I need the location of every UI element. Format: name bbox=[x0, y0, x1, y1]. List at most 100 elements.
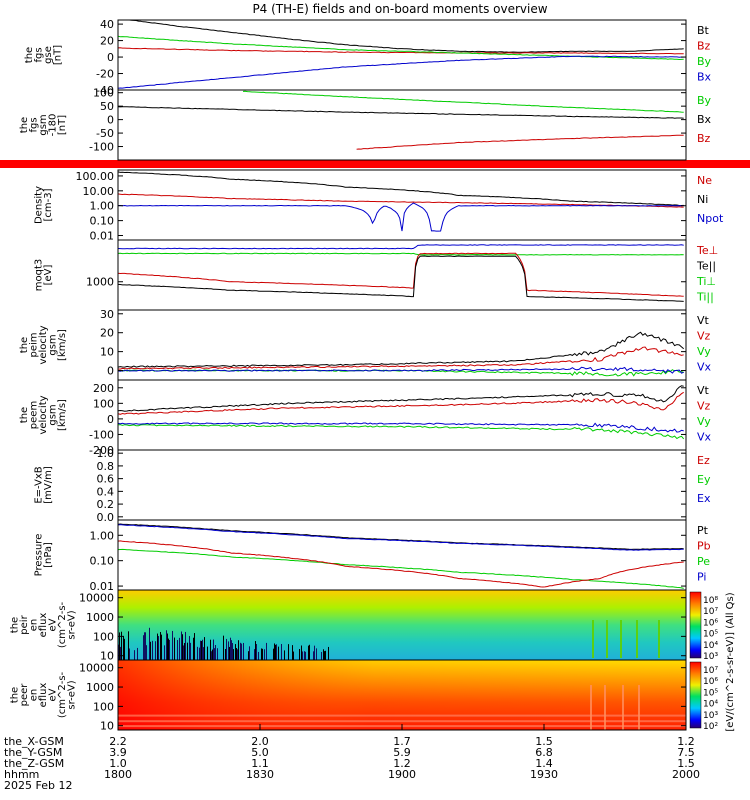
spectrogram-stripe-0 bbox=[592, 620, 594, 658]
spectrogram-noise bbox=[211, 651, 212, 660]
spectrogram-noise bbox=[149, 627, 150, 660]
legend-te: Te⊥ bbox=[696, 244, 718, 257]
spectrogram-noise bbox=[145, 632, 146, 660]
y-axis-label-line: the bbox=[24, 47, 35, 63]
y-axis-label-line: [cm-3] bbox=[43, 188, 54, 221]
legend-bx: Bx bbox=[697, 71, 712, 84]
colorbar-tick-label: 10⁵ bbox=[703, 630, 718, 640]
y-axis-label-line: [eV] bbox=[43, 265, 54, 286]
series-pb-line bbox=[118, 540, 684, 588]
x-tick-value: 1.5 bbox=[677, 757, 695, 770]
spectrogram-stripe-4 bbox=[658, 620, 660, 658]
spectrogram-noise bbox=[274, 643, 275, 660]
legend-ni: Ni bbox=[697, 193, 708, 206]
panel-7: 1.00.80.60.40.20.0 E=-VxB[mV/m] Ez Ey Ex bbox=[33, 447, 711, 524]
x-tick-value: 1900 bbox=[388, 768, 416, 781]
y-axis-label-line: peim bbox=[29, 332, 40, 357]
series-bx-line bbox=[118, 106, 684, 119]
spectrogram-noise bbox=[181, 631, 182, 660]
legend-vt: Vt bbox=[697, 314, 710, 327]
spectrogram-noise bbox=[167, 633, 168, 660]
y-axis-label-line: sr-eV) bbox=[67, 610, 78, 639]
spectrogram-noise bbox=[183, 645, 184, 660]
series-ti-line bbox=[118, 252, 684, 256]
y-axis-label-line: en bbox=[29, 689, 40, 702]
series-bz-line bbox=[118, 47, 684, 55]
spectrogram-noise bbox=[232, 643, 233, 660]
series-ti-line bbox=[118, 255, 684, 302]
colorbar-tick-label: 10⁶ bbox=[703, 618, 718, 628]
y-axis-label-line: peir bbox=[19, 614, 30, 634]
spectrogram-noise bbox=[213, 639, 214, 660]
colorbar-tick-label: 10² bbox=[703, 722, 718, 732]
y-axis-label-line: the bbox=[19, 337, 30, 353]
panel-plot-area bbox=[118, 385, 685, 440]
spectrogram-noise bbox=[235, 644, 236, 660]
spectrogram-noise bbox=[256, 644, 257, 660]
y-tick-label: 100.00 bbox=[76, 170, 115, 183]
y-tick-label: 0.01 bbox=[90, 580, 115, 593]
y-axis-label: moqt3[eV] bbox=[33, 259, 54, 292]
spectrogram-overlay bbox=[118, 660, 686, 730]
y-tick-label: 50 bbox=[100, 100, 114, 113]
panel-frame bbox=[117, 379, 687, 451]
x-tick-value: 6.8 bbox=[535, 746, 553, 759]
spectrogram-noise bbox=[215, 644, 216, 660]
colorbar-tick-label: 10⁴ bbox=[703, 641, 718, 651]
y-axis-label-line: gsm bbox=[38, 114, 49, 135]
panel-3: 100.00 10.00 1.00 0.10 0.01 Density[cm-3] Ne Ni… bbox=[33, 169, 724, 243]
y-axis-label-line: peer bbox=[19, 683, 30, 707]
spectrogram-noise bbox=[160, 631, 161, 660]
spectrogram-noise bbox=[199, 647, 200, 660]
spectrogram-noise bbox=[233, 649, 234, 660]
spectrogram-noise bbox=[204, 637, 205, 660]
panel-plot-area bbox=[118, 331, 685, 377]
legend-pb: Pb bbox=[697, 540, 711, 553]
panel-4: 1000 moqt3[eV] Te⊥ Te|| Ti⊥ Ti|| bbox=[33, 239, 718, 311]
y-axis-label-line: (cm^2-s- bbox=[57, 671, 68, 718]
y-axis-label: E=-VxB[mV/m] bbox=[33, 466, 54, 504]
y-tick-label: 0.6 bbox=[97, 473, 115, 486]
legend-ti: Ti|| bbox=[696, 291, 714, 304]
colorbar-tick-label: 10³ bbox=[703, 652, 718, 662]
spectrogram-noise bbox=[169, 639, 170, 660]
y-axis-label-line: the bbox=[19, 407, 30, 423]
series-vt-line bbox=[118, 385, 684, 412]
spectrogram-noise bbox=[240, 642, 241, 660]
x-tick-value: 1930 bbox=[530, 768, 558, 781]
spectrogram-noise bbox=[172, 630, 173, 660]
spectrogram-noise bbox=[201, 640, 202, 660]
x-axis-row-label: the_X-GSM bbox=[4, 735, 64, 748]
legend-vy: Vy bbox=[697, 345, 711, 358]
y-axis-label-line: [km/s] bbox=[57, 399, 68, 431]
y-axis-label-line: (cm^2-s- bbox=[57, 601, 68, 648]
spectrogram-noise bbox=[231, 640, 232, 660]
y-tick-label: 0 bbox=[107, 365, 114, 378]
legend-bz: Bz bbox=[697, 40, 711, 53]
spectrogram-noise bbox=[236, 647, 237, 660]
spectrogram-noise bbox=[225, 648, 226, 660]
spectrogram-noise bbox=[119, 632, 120, 660]
colorbar-tick-label: 10⁴ bbox=[703, 700, 718, 710]
y-axis-label-line: [km/s] bbox=[57, 329, 68, 361]
y-axis-label-line: E=-VxB bbox=[33, 466, 44, 503]
spectrogram-noise bbox=[262, 648, 263, 660]
legend-bz: Bz bbox=[697, 132, 711, 145]
spectrogram-noise bbox=[143, 635, 144, 660]
y-tick-label: -50 bbox=[96, 127, 114, 140]
spectrogram-noise bbox=[128, 631, 129, 660]
series-pi-line bbox=[118, 524, 684, 551]
spectrogram-noise bbox=[155, 641, 156, 660]
spectrogram-noise bbox=[189, 636, 190, 660]
x-tick-value: 1.7 bbox=[393, 735, 411, 748]
panel-9: 10000 1000 100 10 thepeirenefluxeV(cm^2-s-sr… bbox=[10, 589, 718, 663]
y-tick-label: 10.00 bbox=[83, 185, 115, 198]
colorbar-tick-label: 10⁷ bbox=[703, 666, 718, 676]
y-axis-label-line: peem bbox=[29, 401, 40, 429]
spectrogram-noise bbox=[248, 651, 249, 660]
spectrogram-noise bbox=[292, 645, 293, 660]
y-tick-label: -40 bbox=[96, 84, 114, 97]
y-tick-label: 0 bbox=[107, 114, 114, 127]
